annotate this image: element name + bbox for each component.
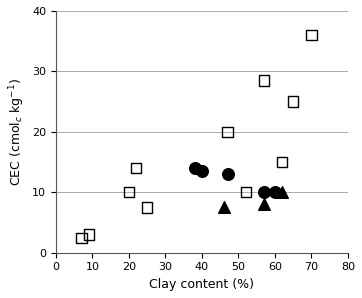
Y-axis label: CEC (cmol$_c$ kg$^{-1}$): CEC (cmol$_c$ kg$^{-1}$): [7, 78, 26, 186]
Point: [261, 190, 267, 195]
Point: [221, 205, 227, 210]
Point: [79, 235, 84, 240]
Point: [192, 166, 198, 170]
Point: [144, 205, 150, 210]
Point: [199, 169, 205, 173]
X-axis label: Clay content (%): Clay content (%): [150, 278, 254, 291]
Point: [279, 160, 285, 164]
Point: [133, 166, 139, 170]
Point: [279, 190, 285, 195]
Point: [308, 33, 314, 38]
Point: [243, 190, 249, 195]
Point: [225, 129, 231, 134]
Point: [126, 190, 132, 195]
Point: [261, 78, 267, 83]
Point: [86, 232, 92, 237]
Point: [272, 190, 278, 195]
Point: [225, 172, 231, 177]
Point: [290, 99, 296, 104]
Point: [261, 202, 267, 207]
